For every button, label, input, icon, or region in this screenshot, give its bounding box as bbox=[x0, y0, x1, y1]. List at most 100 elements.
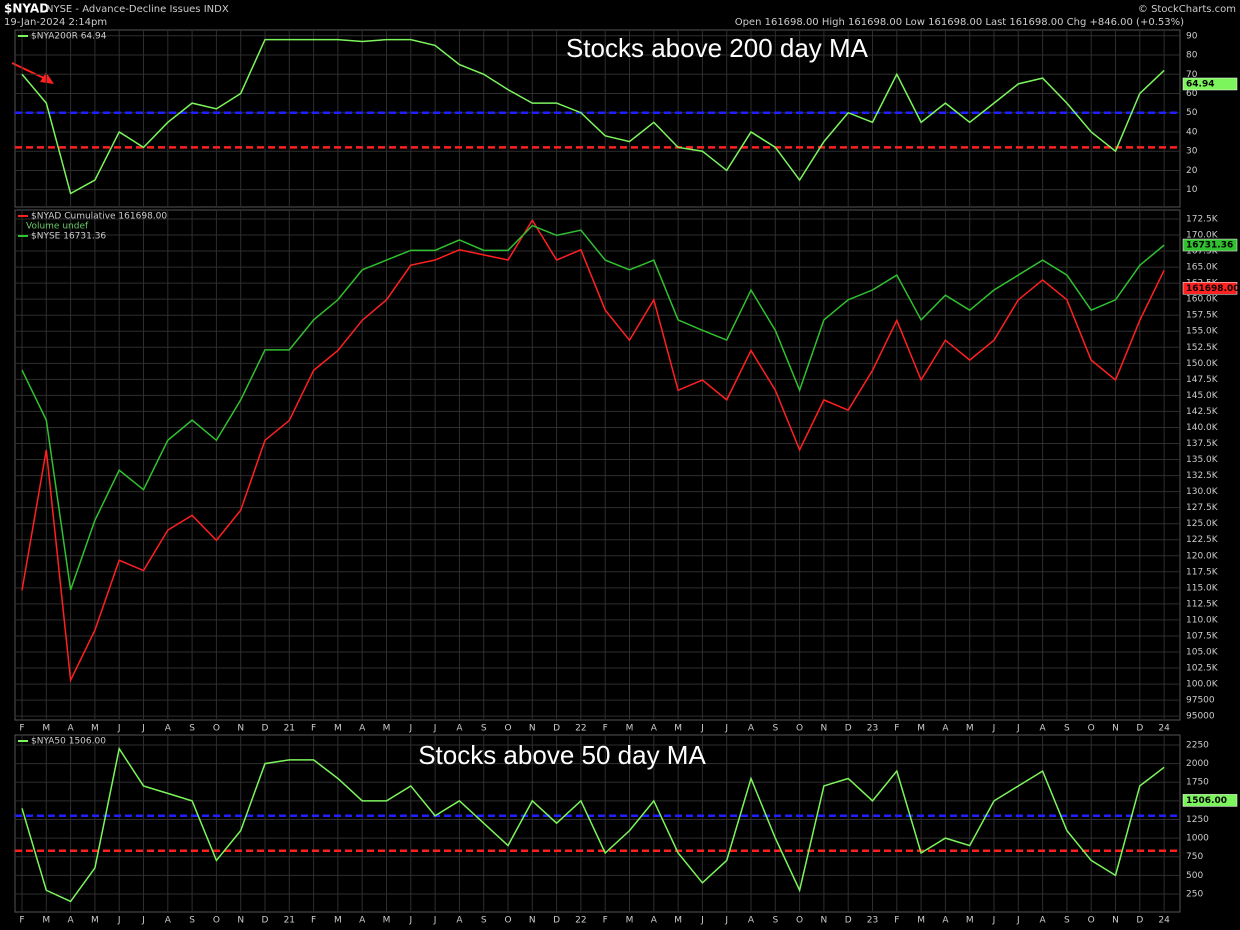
series-line bbox=[21, 218, 1165, 683]
x-tick-label: J bbox=[992, 724, 996, 734]
last-value-box bbox=[1182, 282, 1238, 295]
x-tick-label: F bbox=[603, 724, 608, 734]
x-tick-label: S bbox=[189, 724, 195, 734]
x-tick-label: A bbox=[456, 916, 463, 926]
panel-frame bbox=[14, 734, 1181, 913]
x-tick-label: M bbox=[383, 916, 391, 926]
x-tick-label: A bbox=[651, 916, 658, 926]
x-tick-label: A bbox=[942, 724, 949, 734]
y-tick-label: 160.0K bbox=[1186, 295, 1219, 305]
x-tick-label: F bbox=[894, 724, 899, 734]
x-tick-label: M bbox=[334, 916, 342, 926]
x-tick-label: 21 bbox=[284, 916, 295, 926]
y-tick-label: 120.0K bbox=[1186, 551, 1219, 561]
y-tick-label: 132.5K bbox=[1186, 471, 1219, 481]
x-tick-label: D bbox=[553, 916, 560, 926]
y-tick-label: 750 bbox=[1186, 852, 1203, 862]
y-tick-label: 107.5K bbox=[1186, 631, 1219, 641]
series-line bbox=[21, 38, 1165, 195]
y-tick-label: 80 bbox=[1186, 51, 1198, 61]
x-tick-label: J bbox=[141, 724, 145, 734]
y-tick-label: 100.0K bbox=[1186, 680, 1219, 690]
x-tick-label: N bbox=[237, 916, 244, 926]
y-tick-label: 90 bbox=[1186, 31, 1198, 41]
x-tick-label: A bbox=[68, 916, 75, 926]
y-tick-label: 172.5K bbox=[1186, 214, 1219, 224]
x-tick-label: J bbox=[724, 724, 728, 734]
x-tick-label: O bbox=[1088, 724, 1095, 734]
y-tick-label: 130.0K bbox=[1186, 487, 1219, 497]
x-tick-label: M bbox=[626, 724, 634, 734]
x-tick-label: J bbox=[700, 724, 704, 734]
y-tick-label: 105.0K bbox=[1186, 648, 1219, 658]
x-tick-label: M bbox=[966, 916, 974, 926]
x-tick-label: S bbox=[772, 916, 778, 926]
x-tick-label: D bbox=[553, 724, 560, 734]
x-tick-label: J bbox=[433, 724, 437, 734]
y-tick-label: 1000 bbox=[1186, 834, 1209, 844]
y-tick-label: 40 bbox=[1186, 127, 1198, 137]
annotation: Stocks above 50 day MA bbox=[418, 740, 706, 770]
x-tick-label: J bbox=[1016, 916, 1020, 926]
y-tick-label: 142.5K bbox=[1186, 407, 1219, 417]
x-tick-label: O bbox=[796, 724, 803, 734]
y-tick-label: 60 bbox=[1186, 89, 1198, 99]
x-tick-label: A bbox=[456, 724, 463, 734]
x-tick-label: N bbox=[529, 916, 536, 926]
last-value-label: 64.94 bbox=[1186, 79, 1214, 89]
y-tick-label: 140.0K bbox=[1186, 423, 1219, 433]
x-tick-label: J bbox=[700, 916, 704, 926]
y-tick-label: 97500 bbox=[1186, 696, 1215, 706]
last-value-label: 161698.00 bbox=[1186, 284, 1240, 294]
y-tick-label: 112.5K bbox=[1186, 599, 1219, 609]
last-value-box bbox=[1182, 794, 1238, 807]
x-tick-label: O bbox=[504, 916, 511, 926]
x-tick-label: S bbox=[481, 916, 487, 926]
description: NYSE - Advance-Decline Issues INDX bbox=[46, 4, 229, 15]
x-tick-label: A bbox=[359, 724, 366, 734]
x-tick-label: 23 bbox=[867, 916, 878, 926]
x-tick-label: S bbox=[481, 724, 487, 734]
x-tick-label: A bbox=[1040, 916, 1047, 926]
y-tick-label: 157.5K bbox=[1186, 311, 1219, 321]
x-tick-label: M bbox=[917, 916, 925, 926]
x-tick-label: N bbox=[821, 724, 828, 734]
y-tick-label: 145.0K bbox=[1186, 391, 1219, 401]
x-tick-label: J bbox=[117, 916, 121, 926]
x-tick-label: N bbox=[1112, 724, 1119, 734]
y-tick-label: 110.0K bbox=[1186, 615, 1219, 625]
y-tick-label: 70 bbox=[1186, 70, 1198, 80]
x-tick-label: M bbox=[334, 724, 342, 734]
last-value-box bbox=[1182, 238, 1238, 252]
legend-entry: $NYSE 16731.36 bbox=[31, 232, 106, 242]
x-tick-label: A bbox=[748, 724, 755, 734]
x-tick-label: A bbox=[68, 724, 75, 734]
y-tick-label: 122.5K bbox=[1186, 535, 1219, 545]
x-tick-label: M bbox=[917, 724, 925, 734]
arrow bbox=[11, 62, 49, 81]
panel-frame bbox=[14, 209, 1181, 721]
series-line bbox=[21, 746, 1165, 903]
y-tick-label: 117.5K bbox=[1186, 567, 1219, 577]
panel-frame bbox=[14, 29, 1181, 208]
x-tick-label: M bbox=[383, 724, 391, 734]
x-tick-label: O bbox=[213, 916, 220, 926]
y-tick-label: 50 bbox=[1186, 108, 1198, 118]
arrow-head bbox=[40, 72, 54, 84]
x-tick-label: J bbox=[433, 916, 437, 926]
y-tick-label: 170.0K bbox=[1186, 231, 1219, 241]
x-tick-label: F bbox=[311, 724, 316, 734]
x-tick-label: S bbox=[772, 724, 778, 734]
x-tick-label: A bbox=[1040, 724, 1047, 734]
y-tick-label: 95000 bbox=[1186, 712, 1215, 722]
x-tick-label: F bbox=[894, 916, 899, 926]
x-tick-label: 22 bbox=[575, 916, 586, 926]
x-tick-label: O bbox=[504, 724, 511, 734]
x-tick-label: D bbox=[262, 724, 269, 734]
legend-entry: $NYA50 1506.00 bbox=[31, 737, 106, 747]
x-tick-label: N bbox=[237, 724, 244, 734]
x-tick-label: M bbox=[42, 916, 50, 926]
y-tick-label: 1250 bbox=[1186, 815, 1209, 825]
x-tick-label: N bbox=[821, 916, 828, 926]
